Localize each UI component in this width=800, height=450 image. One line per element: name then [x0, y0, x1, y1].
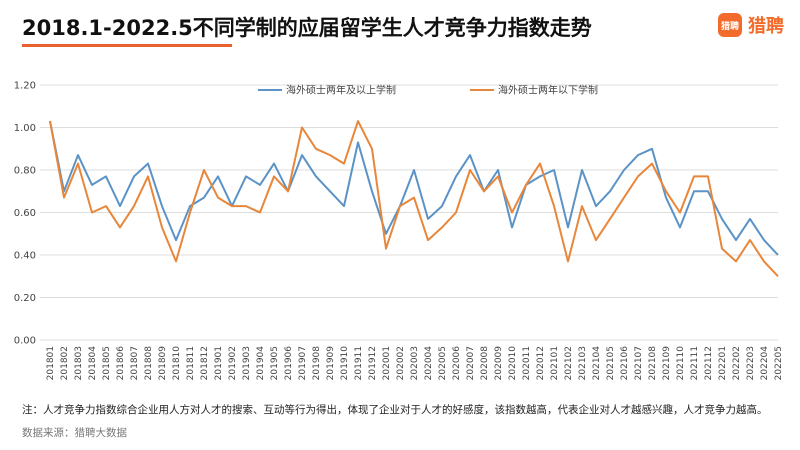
x-tick-label: 202005	[438, 346, 448, 380]
x-tick-label: 202109	[662, 346, 672, 381]
x-tick-label: 201809	[158, 346, 168, 381]
x-tick-label: 201802	[60, 346, 70, 380]
x-tick-label: 202003	[410, 346, 420, 380]
x-tick-label: 202205	[774, 346, 784, 380]
logo-text: 猎聘	[748, 16, 784, 37]
x-tick-label: 201806	[116, 346, 126, 381]
x-tick-label: 201810	[172, 346, 182, 381]
x-tick-label: 201811	[186, 346, 196, 380]
y-tick-label: 1.00	[14, 123, 36, 134]
logo-badge-icon: 猎聘	[718, 13, 742, 37]
x-tick-label: 202009	[494, 346, 504, 381]
x-tick-label: 202204	[760, 346, 770, 381]
title-underline	[22, 44, 232, 47]
y-tick-label: 0.00	[14, 336, 36, 347]
x-tick-label: 202102	[564, 346, 574, 380]
x-tick-label: 202202	[732, 346, 742, 380]
legend-label: 海外硕士两年及以上学制	[286, 84, 396, 97]
x-tick-label: 202203	[746, 346, 756, 380]
x-tick-label: 202111	[690, 346, 700, 380]
series-line-2	[49, 120, 779, 277]
series-line-1	[49, 120, 779, 256]
x-tick-label: 201911	[354, 346, 364, 380]
legend-label: 海外硕士两年以下学制	[498, 84, 598, 97]
x-tick-label: 201801	[46, 346, 56, 380]
x-tick-label: 201906	[284, 346, 294, 381]
x-tick-label: 202112	[704, 346, 714, 380]
x-tick-label: 202105	[606, 346, 616, 380]
x-tick-label: 201910	[340, 346, 350, 381]
x-tick-label: 201908	[312, 346, 322, 381]
y-tick-label: 0.40	[14, 251, 36, 262]
x-tick-label: 201912	[368, 346, 378, 380]
x-tick-label: 202106	[620, 346, 630, 381]
x-tick-label: 201901	[214, 346, 224, 380]
y-tick-label: 0.80	[14, 166, 36, 177]
y-tick-label: 1.20	[14, 81, 36, 92]
x-tick-label: 202004	[424, 346, 434, 381]
x-tick-label: 202012	[536, 346, 546, 380]
x-tick-label: 202103	[578, 346, 588, 380]
x-tick-label: 202002	[396, 346, 406, 380]
x-tick-label: 201903	[242, 346, 252, 380]
y-tick-label: 0.60	[14, 208, 36, 219]
chart-title: 2018.1-2022.5不同学制的应届留学生人才竞争力指数走势	[22, 16, 592, 40]
x-tick-label: 202101	[550, 346, 560, 380]
x-tick-label: 202108	[648, 346, 658, 381]
x-tick-label: 202110	[676, 346, 686, 381]
x-tick-label: 202006	[452, 346, 462, 381]
x-tick-label: 202011	[522, 346, 532, 380]
x-tick-label: 201804	[88, 346, 98, 381]
x-tick-label: 201902	[228, 346, 238, 380]
data-source: 数据来源：猎聘大数据	[22, 427, 127, 439]
x-tick-label: 202010	[508, 346, 518, 381]
x-tick-label: 201909	[326, 346, 336, 381]
x-tick-label: 201904	[256, 346, 266, 381]
x-tick-label: 201807	[130, 346, 140, 380]
x-tick-label: 201907	[298, 346, 308, 380]
x-tick-label: 201812	[200, 346, 210, 380]
x-tick-label: 202008	[480, 346, 490, 381]
liepin-logo: 猎聘 猎聘	[718, 12, 784, 38]
x-tick-label: 202001	[382, 346, 392, 380]
x-tick-label: 201808	[144, 346, 154, 381]
x-tick-label: 201905	[270, 346, 280, 380]
chart-note: 注：人才竞争力指数综合企业用人方对人才的搜索、互动等行为得出，体现了企业对于人才…	[22, 404, 768, 416]
x-tick-label: 201803	[74, 346, 84, 380]
x-tick-label: 202104	[592, 346, 602, 381]
x-tick-label: 201805	[102, 346, 112, 380]
x-tick-label: 202007	[466, 346, 476, 380]
x-tick-label: 202201	[718, 346, 728, 380]
y-tick-label: 0.20	[14, 293, 36, 304]
x-tick-label: 202107	[634, 346, 644, 380]
